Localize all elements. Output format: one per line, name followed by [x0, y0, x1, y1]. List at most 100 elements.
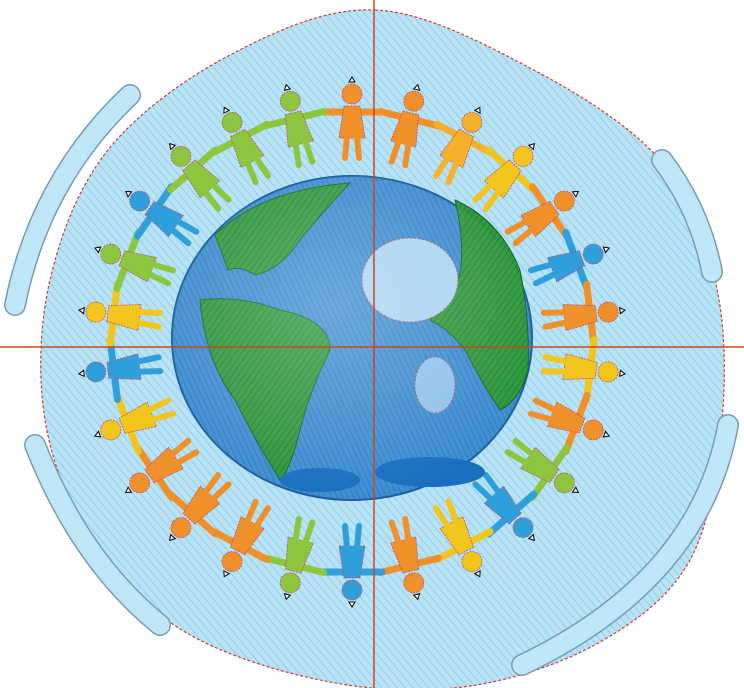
strip — [5, 85, 140, 315]
marker — [473, 569, 481, 578]
marker — [527, 142, 536, 151]
person-leg — [402, 140, 412, 169]
person-body — [338, 545, 366, 579]
person-leg — [168, 226, 192, 247]
person-body — [390, 110, 420, 148]
person-leg — [482, 472, 502, 496]
person — [210, 498, 272, 578]
person-leg — [202, 188, 222, 212]
person-leg — [354, 133, 362, 161]
person — [527, 228, 611, 292]
person-leg — [168, 437, 192, 458]
person-leg — [148, 410, 177, 423]
person-head — [597, 361, 619, 383]
person-body — [562, 353, 598, 380]
marker — [124, 486, 133, 494]
person — [261, 515, 328, 601]
person — [261, 83, 328, 169]
person — [210, 106, 272, 186]
person-head — [279, 572, 301, 594]
marker — [602, 430, 611, 438]
person-leg — [354, 523, 362, 551]
side-strips — [4, 84, 739, 676]
person-leg — [402, 515, 412, 544]
person — [318, 76, 386, 161]
person-leg — [445, 498, 460, 526]
person-leg — [202, 472, 222, 496]
person — [527, 392, 611, 456]
person-leg — [148, 261, 177, 274]
marker — [348, 76, 356, 83]
person-leg — [540, 309, 569, 316]
person-head — [461, 551, 483, 572]
person-head — [582, 419, 604, 441]
person — [472, 472, 538, 542]
person-body — [284, 536, 314, 574]
person — [124, 437, 200, 501]
marker — [168, 142, 177, 151]
person-head — [221, 112, 243, 133]
person-head — [553, 472, 575, 494]
person-body — [338, 105, 366, 139]
person-body — [182, 159, 221, 199]
person-head — [582, 243, 604, 265]
person — [93, 228, 177, 292]
marker — [348, 601, 356, 608]
person-body — [106, 304, 142, 331]
person-leg — [135, 368, 164, 375]
person — [124, 183, 200, 247]
marker — [473, 106, 481, 115]
marker — [93, 246, 102, 254]
person-leg — [133, 319, 162, 330]
person-leg — [432, 154, 451, 179]
person-leg — [174, 217, 200, 235]
person-leg — [512, 437, 536, 458]
strip — [512, 415, 738, 675]
marker — [283, 593, 292, 601]
person-leg — [209, 481, 232, 503]
person-body — [106, 353, 142, 380]
person-head — [512, 145, 534, 167]
person-head — [279, 90, 301, 112]
marker — [412, 593, 421, 601]
person-leg — [472, 481, 495, 503]
person-head — [170, 517, 192, 539]
person-leg — [253, 154, 272, 179]
person-leg — [512, 226, 536, 247]
person-leg — [532, 397, 559, 414]
person-body — [182, 485, 221, 525]
person — [432, 498, 494, 578]
person-head — [85, 301, 107, 323]
person-leg — [342, 133, 350, 161]
person-leg — [292, 515, 302, 544]
marker — [527, 533, 536, 542]
marker — [124, 190, 133, 198]
person-head — [341, 579, 363, 601]
marker — [412, 83, 421, 91]
person-leg — [302, 137, 316, 165]
marker — [223, 569, 231, 578]
strip — [652, 150, 722, 282]
marker — [602, 246, 611, 254]
marker — [571, 190, 580, 198]
person — [540, 336, 626, 404]
person-body — [483, 159, 522, 199]
person — [78, 280, 164, 348]
person-leg — [527, 261, 556, 274]
marker — [78, 306, 85, 315]
person-leg — [504, 449, 530, 467]
person-leg — [244, 498, 259, 526]
person-leg — [445, 158, 460, 186]
person-body — [390, 536, 420, 574]
person — [318, 523, 386, 608]
person-leg — [145, 270, 172, 287]
person-leg — [209, 181, 232, 203]
marker — [619, 369, 626, 378]
person-leg — [532, 270, 559, 287]
person — [93, 392, 177, 456]
person-head — [221, 551, 243, 572]
person-leg — [292, 140, 302, 169]
person-body — [483, 485, 522, 525]
marker — [168, 533, 177, 542]
person — [472, 142, 538, 212]
